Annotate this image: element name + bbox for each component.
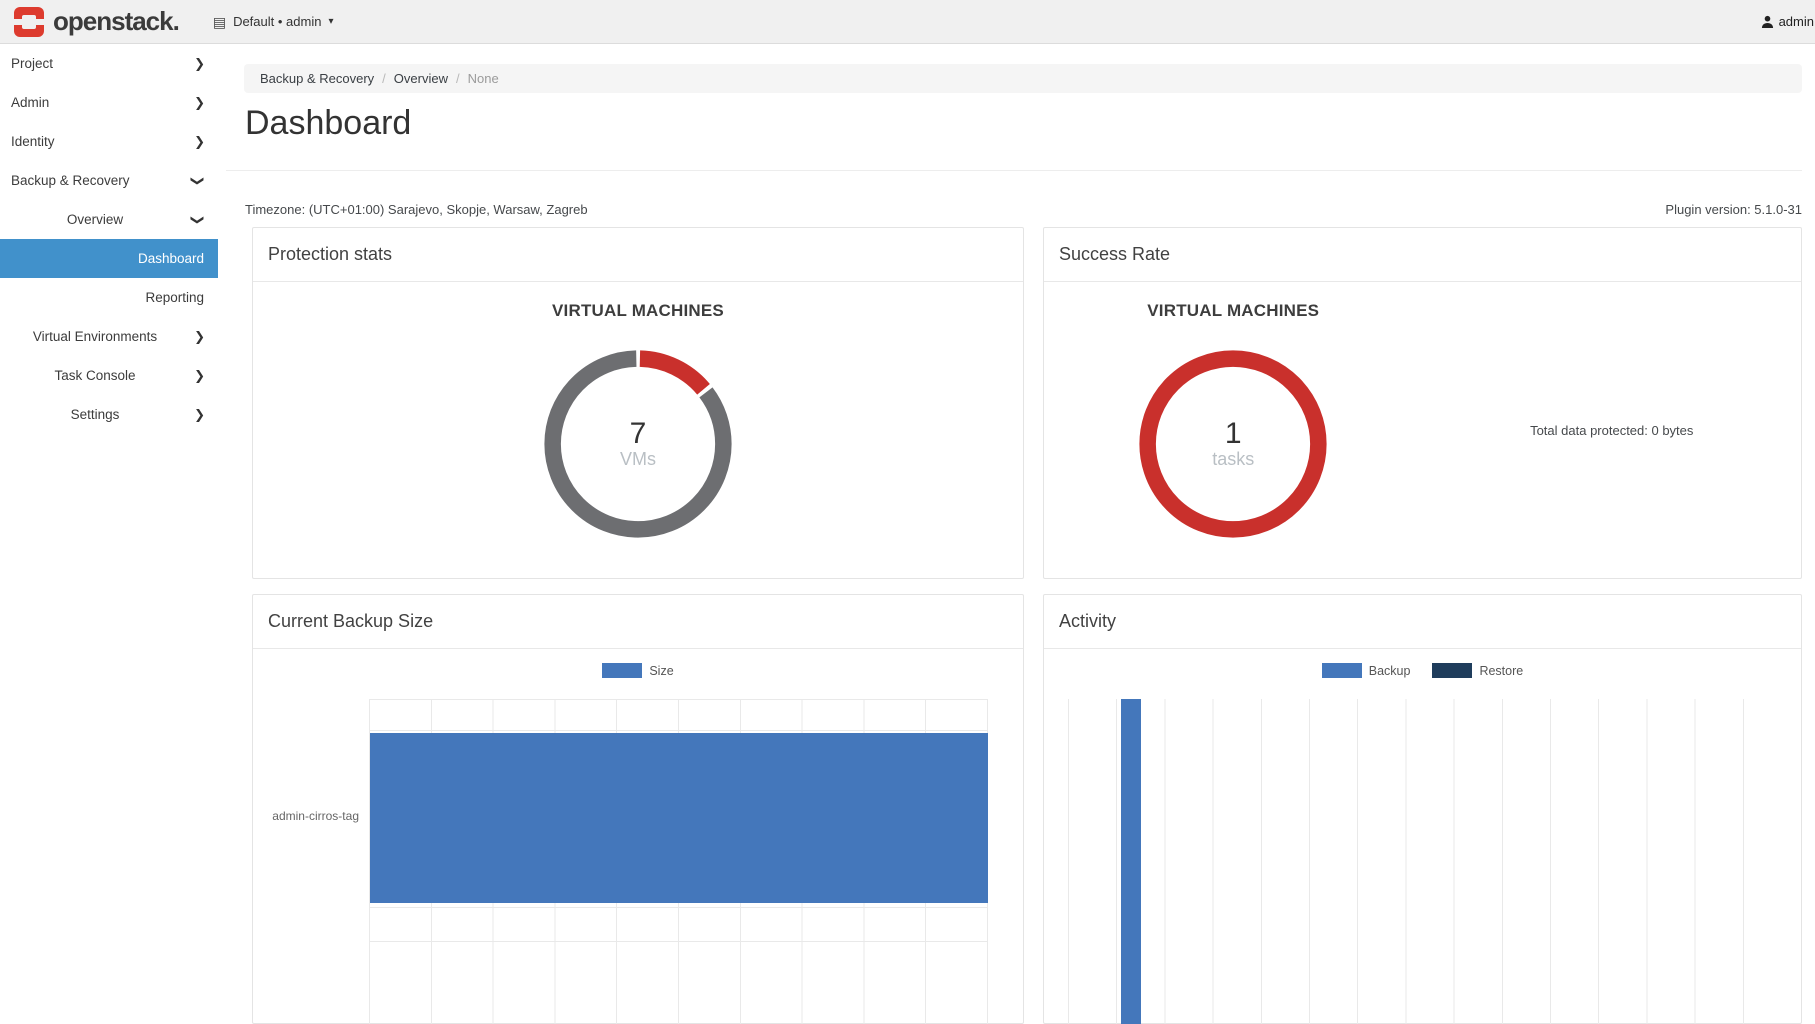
chevron-down-icon: ❯ <box>190 214 206 225</box>
chevron-down-icon: ❯ <box>190 175 206 186</box>
backup-bar <box>1121 699 1142 1024</box>
protection-donut-chart: 7 VMs <box>541 347 735 541</box>
y-axis-category-label: admin-cirros-tag <box>272 809 359 823</box>
donut-ring <box>544 350 732 538</box>
sidebar-item-task-console[interactable]: Task Console ❯ <box>54 367 205 384</box>
donut-subtitle: VIRTUAL MACHINES <box>552 301 724 320</box>
chevron-right-icon: ❯ <box>194 406 205 422</box>
legend-item-backup[interactable]: Backup <box>1321 663 1410 678</box>
chart-legend: Size <box>253 663 1023 678</box>
legend-swatch <box>602 663 643 678</box>
panel-success-rate: Success Rate VIRTUAL MACHINES 1 tasks To… <box>1043 227 1802 579</box>
success-donut-chart: 1 tasks <box>1136 347 1330 541</box>
size-bar <box>370 733 988 903</box>
user-icon <box>1761 15 1773 28</box>
donut-ring <box>1139 350 1327 538</box>
legend-swatch <box>1321 663 1362 678</box>
sidebar-item-overview[interactable]: Overview ❯ <box>66 212 206 227</box>
plugin-version-label: Plugin version: 5.1.0-31 <box>1665 202 1802 217</box>
panel-protection-stats: Protection stats VIRTUAL MACHINES 7 VMs <box>252 227 1024 579</box>
panel-title: Activity <box>1044 595 1801 649</box>
sidebar-item-project[interactable]: Project ❯ <box>11 55 205 72</box>
brand-text: openstack. <box>53 6 180 36</box>
chevron-right-icon: ❯ <box>194 328 205 344</box>
breadcrumb: Backup & Recovery / Overview / None <box>244 64 1802 93</box>
main-content: Backup & Recovery / Overview / None Dash… <box>218 44 1815 1024</box>
panel-activity: Activity Backup Restore <box>1043 594 1802 1024</box>
top-bar: openstack. ▤ Default • admin ▾ admin <box>0 0 1815 44</box>
chevron-right-icon: ❯ <box>194 55 205 71</box>
caret-down-icon: ▾ <box>328 16 334 27</box>
sidebar-item-reporting[interactable]: Reporting <box>145 290 204 305</box>
header-divider <box>226 170 1802 171</box>
user-name: admin <box>1778 14 1814 29</box>
breadcrumb-backup-recovery[interactable]: Backup & Recovery <box>260 71 375 86</box>
panel-title: Success Rate <box>1044 228 1801 282</box>
panel-title: Current Backup Size <box>253 595 1023 649</box>
page-title: Dashboard <box>245 104 412 142</box>
brand-link[interactable]: openstack. <box>14 6 180 37</box>
legend-item-restore[interactable]: Restore <box>1432 663 1523 678</box>
activity-bar-chart <box>1068 699 1788 1024</box>
chevron-right-icon: ❯ <box>194 367 205 383</box>
sidebar-nav: Project ❯ Admin ❯ Identity ❯ Backup & Re… <box>0 44 218 952</box>
donut-subtitle: VIRTUAL MACHINES <box>1147 301 1320 320</box>
sidebar-item-dashboard[interactable]: Dashboard <box>0 239 218 278</box>
sidebar-item-settings[interactable]: Settings ❯ <box>70 406 205 423</box>
sidebar-item-backup-recovery[interactable]: Backup & Recovery ❯ <box>11 173 206 188</box>
sidebar-item-identity[interactable]: Identity ❯ <box>11 133 205 150</box>
chevron-right-icon: ❯ <box>194 94 205 110</box>
legend-item-size[interactable]: Size <box>602 663 674 678</box>
legend-swatch <box>1432 663 1473 678</box>
sidebar-item-virtual-environments[interactable]: Virtual Environments ❯ <box>32 328 205 345</box>
panel-title: Protection stats <box>253 228 1023 282</box>
chevron-right-icon: ❯ <box>194 133 205 149</box>
context-label: Default • admin <box>233 14 322 29</box>
total-data-protected-label: Total data protected: 0 bytes <box>1530 422 1694 438</box>
sidebar-item-admin[interactable]: Admin ❯ <box>11 94 205 111</box>
breadcrumb-overview[interactable]: Overview <box>393 71 448 86</box>
panel-current-backup-size: Current Backup Size Size admin-cirros-ta… <box>252 594 1024 1024</box>
breadcrumb-none: None <box>467 71 499 86</box>
project-context-switcher[interactable]: ▤ Default • admin ▾ <box>213 14 334 29</box>
timezone-label: Timezone: (UTC+01:00) Sarajevo, Skopje, … <box>245 202 588 217</box>
chart-legend: Backup Restore <box>1044 663 1801 678</box>
user-menu[interactable]: admin <box>1761 14 1815 29</box>
domain-icon: ▤ <box>212 13 227 30</box>
backup-size-bar-chart <box>369 699 988 1024</box>
openstack-logo-icon <box>14 6 44 37</box>
